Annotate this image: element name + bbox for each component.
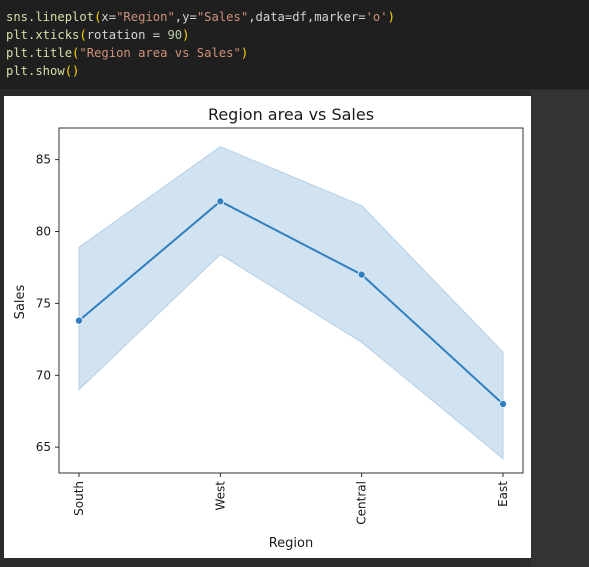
code-token: "Sales" bbox=[196, 10, 249, 24]
plot-frame bbox=[58, 127, 524, 474]
data-point bbox=[216, 197, 225, 206]
code-token: ,y= bbox=[174, 10, 197, 24]
code-cell[interactable]: sns.lineplot(x="Region",y="Sales",data=d… bbox=[0, 0, 589, 90]
y-tick-label: 80 bbox=[36, 225, 51, 239]
series-line bbox=[78, 200, 504, 405]
y-tick-label: 70 bbox=[36, 368, 51, 382]
x-tick-label: West bbox=[213, 481, 227, 511]
code-token: "Region area vs Sales" bbox=[79, 46, 241, 60]
y-axis-label: Sales bbox=[13, 284, 28, 319]
y-tick-label: 65 bbox=[36, 440, 51, 454]
code-token: 'o' bbox=[365, 10, 388, 24]
code-token: () bbox=[64, 64, 80, 78]
code-token: ( bbox=[94, 10, 102, 24]
code-token: sns.lineplot bbox=[6, 10, 95, 24]
code-token: "Region" bbox=[116, 10, 175, 24]
chart-figure: Region area vs Sales 65 70 75 80 85 South West… bbox=[4, 96, 531, 558]
data-point bbox=[75, 316, 84, 325]
x-tick-label: South bbox=[72, 481, 86, 516]
code-token: 90 bbox=[167, 28, 183, 42]
chart-title: Region area vs Sales bbox=[208, 105, 374, 124]
code-token: plt.xticks bbox=[6, 28, 80, 42]
y-tick-label: 85 bbox=[36, 153, 51, 167]
output-side-panel bbox=[531, 90, 589, 567]
code-token: ,data=df,marker= bbox=[248, 10, 366, 24]
line-chart: Region area vs Sales 65 70 75 80 85 South West… bbox=[13, 105, 524, 551]
code-line: plt.show() bbox=[6, 62, 79, 80]
y-tick-label: 75 bbox=[36, 296, 51, 310]
x-tick-label: Central bbox=[355, 481, 369, 525]
code-token: rotation = bbox=[86, 28, 168, 42]
code-token: ) bbox=[387, 10, 395, 24]
code-token: ) bbox=[240, 46, 249, 60]
data-point bbox=[357, 270, 366, 279]
code-token: plt.show bbox=[6, 64, 65, 78]
x-axis-label: Region bbox=[269, 536, 314, 551]
code-token: ) bbox=[182, 28, 190, 42]
code-line: plt.title("Region area vs Sales") bbox=[6, 44, 248, 62]
code-token: ( bbox=[72, 46, 80, 60]
confidence-band bbox=[78, 146, 504, 460]
plot-area: 65 70 75 80 85 South West Central East bbox=[36, 127, 524, 525]
code-token: x= bbox=[101, 10, 117, 24]
code-token: ( bbox=[79, 28, 87, 42]
x-tick-label: East bbox=[496, 481, 510, 507]
code-token: plt.title bbox=[6, 46, 73, 60]
code-line: plt.xticks(rotation = 90) bbox=[6, 26, 189, 44]
code-line: sns.lineplot(x="Region",y="Sales",data=d… bbox=[6, 8, 395, 26]
data-point bbox=[498, 399, 507, 408]
